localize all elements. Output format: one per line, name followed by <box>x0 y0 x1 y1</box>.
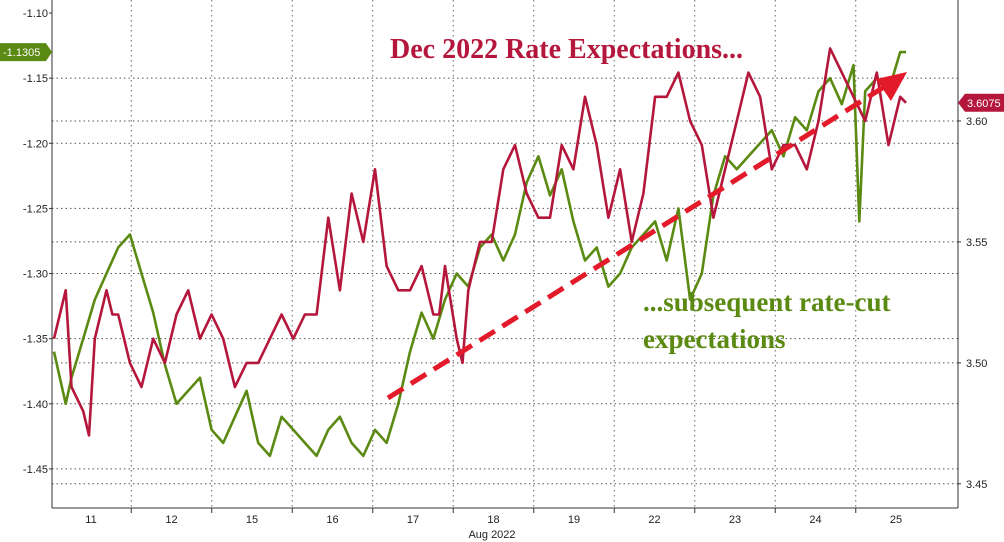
annotation-layer: Dec 2022 Rate Expectations... ...subsequ… <box>386 34 907 401</box>
left-tick-label: -1.35 <box>23 334 48 346</box>
x-tick-label: 24 <box>809 514 821 526</box>
x-tick-label: 16 <box>326 514 338 526</box>
series-line-green <box>52 50 906 458</box>
x-tick-label: 22 <box>648 514 660 526</box>
headline-annotation: Dec 2022 Rate Expectations... <box>390 34 743 65</box>
subtext-annotation-line1: ...subsequent rate-cut <box>643 287 891 317</box>
left-tick-label: -1.45 <box>23 464 48 476</box>
left-last-value-label: -1.1305 <box>3 47 40 59</box>
x-tick-label: 12 <box>165 514 177 526</box>
right-last-value-badge: 3.6075 <box>958 93 1004 112</box>
right-last-value-label: 3.6075 <box>967 98 1001 110</box>
right-tick-label: 3.50 <box>966 358 987 370</box>
left-badge-shape <box>0 43 52 62</box>
left-tick-label: -1.10 <box>23 8 48 20</box>
x-axis-label: Aug 2022 <box>468 529 515 541</box>
series-line-red <box>52 47 907 437</box>
left-tick-label: -1.25 <box>23 203 48 215</box>
left-tick-label: -1.15 <box>23 73 48 85</box>
right-tick-label: 3.45 <box>966 479 987 491</box>
x-tick-label: 25 <box>890 514 902 526</box>
trend-arrow-shaft <box>386 84 886 401</box>
x-tick-label: 17 <box>407 514 419 526</box>
left-tick-label: -1.40 <box>23 399 48 411</box>
subtext-annotation-line2: expectations <box>643 324 785 354</box>
x-tick-label: 18 <box>487 514 499 526</box>
trend-arrow-head <box>876 72 907 101</box>
left-tick-label: -1.30 <box>23 269 48 281</box>
x-tick-label: 23 <box>729 514 741 526</box>
right-tick-label: 3.55 <box>966 237 987 249</box>
right-tick-label: 3.60 <box>966 116 987 128</box>
right-badge-shape <box>958 93 1004 112</box>
series-layer <box>52 47 907 458</box>
left-tick-label: -1.20 <box>23 138 48 150</box>
x-tick-label: 15 <box>246 514 258 526</box>
x-tick-label: 19 <box>568 514 580 526</box>
left-last-value-badge: -1.1305 <box>0 43 52 62</box>
axes-layer: -1.10 -1.15 -1.20 -1.25 -1.30 -1.35 -1.40 -1.45… <box>0 0 1004 526</box>
x-tick-label: 11 <box>85 514 96 526</box>
